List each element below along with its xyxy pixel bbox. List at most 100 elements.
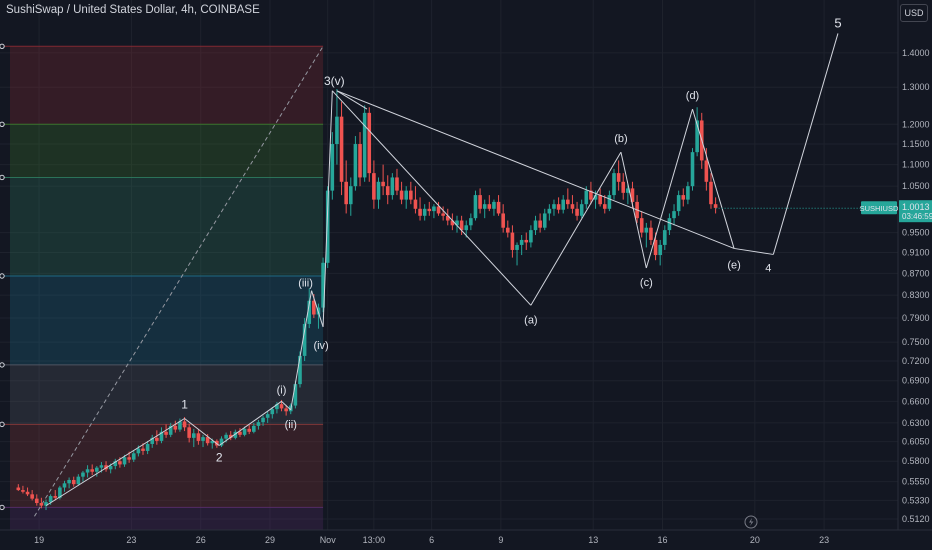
candle-body <box>275 404 279 410</box>
candle-body <box>312 300 316 315</box>
candle-body <box>85 469 90 473</box>
wave-label: (e) <box>727 259 740 271</box>
candle-body <box>404 190 409 200</box>
fib-handle[interactable] <box>0 174 5 181</box>
candle-body <box>713 204 718 208</box>
candle-body <box>566 199 570 205</box>
candle-body <box>348 186 353 205</box>
candle-body <box>409 190 413 200</box>
wave-segment[interactable] <box>772 33 839 255</box>
fib-handle[interactable] <box>0 504 5 511</box>
candle-body <box>399 190 404 200</box>
candle-body <box>663 230 667 245</box>
timezone-icon[interactable] <box>744 515 758 529</box>
fib-band[interactable] <box>10 507 324 530</box>
candle-body <box>330 144 335 191</box>
candle-body <box>607 195 612 209</box>
fib-band[interactable] <box>10 177 324 276</box>
time-tick-label: 29 <box>265 535 275 545</box>
price-axis[interactable]: 1.4000 1.3000 1.2000 1.1500 1.1000 1.0500 0.95… <box>902 48 930 524</box>
wave-segment[interactable] <box>45 418 185 507</box>
candle-body <box>547 208 552 214</box>
time-axis[interactable]: 19 23 26 29 Nov 13:00 6 9 13 16 20 23 <box>34 535 829 545</box>
candle-body <box>469 218 473 226</box>
price-tag-value: 1.0013 <box>902 202 930 212</box>
candle-body <box>482 204 487 209</box>
wave-segment[interactable] <box>290 290 313 410</box>
wave-segment[interactable] <box>281 400 292 411</box>
price-tick-label: 1.3000 <box>902 82 930 92</box>
wave-segment[interactable] <box>645 108 693 269</box>
candle-body <box>427 208 432 212</box>
candle-body <box>639 218 644 233</box>
candle-body <box>118 461 122 465</box>
candle-body <box>201 437 205 441</box>
candle-body <box>455 220 459 226</box>
candle-body <box>519 239 524 245</box>
fib-retracement[interactable] <box>0 43 324 530</box>
wave-segment[interactable] <box>218 400 282 446</box>
candle-body <box>321 262 325 308</box>
fib-handle[interactable] <box>0 273 5 279</box>
wave-segment[interactable] <box>733 247 774 255</box>
wave-segment[interactable] <box>530 151 622 306</box>
wave-label: (d) <box>686 90 699 102</box>
candle-body <box>62 483 67 488</box>
candle-body <box>293 384 298 406</box>
wave-segment[interactable] <box>322 90 333 327</box>
price-tick-label: 1.1500 <box>902 139 930 149</box>
candle-body <box>492 201 496 209</box>
triangle-line[interactable] <box>336 90 735 249</box>
wave-lines[interactable] <box>45 33 839 507</box>
symbol-tag-bg <box>861 201 897 215</box>
fib-trend-line[interactable] <box>34 46 324 517</box>
candle-body <box>561 199 566 210</box>
wave-label: 5 <box>834 15 841 30</box>
fib-band[interactable] <box>10 424 324 508</box>
fib-band[interactable] <box>10 124 324 178</box>
wave-label: (a) <box>524 314 537 326</box>
candle-body <box>704 160 709 182</box>
wave-segment[interactable] <box>692 108 735 249</box>
wave-segment[interactable] <box>620 152 647 269</box>
candle-body <box>302 323 307 356</box>
time-tick-label: 20 <box>750 535 760 545</box>
price-tick-label: 0.6600 <box>902 396 930 406</box>
candle-body <box>48 496 53 503</box>
currency-button[interactable]: USD <box>900 4 928 22</box>
candle-body <box>570 204 575 209</box>
candle-body <box>178 421 182 430</box>
candle-body <box>53 496 58 498</box>
fib-handle[interactable] <box>0 421 5 428</box>
fib-band[interactable] <box>10 364 324 425</box>
fib-handle[interactable] <box>0 43 5 49</box>
wave-segment[interactable] <box>331 90 532 306</box>
time-tick-label: 23 <box>126 535 136 545</box>
candle-body <box>584 190 589 205</box>
candle-body <box>381 181 385 187</box>
candle-body <box>690 152 695 187</box>
candle-body <box>658 244 662 256</box>
candle-body <box>418 208 422 216</box>
price-tick-label: 0.5800 <box>902 456 930 466</box>
wave-segment[interactable] <box>311 290 324 328</box>
candle-body <box>99 465 104 468</box>
wave-segment[interactable] <box>184 418 220 446</box>
candle-body <box>44 502 48 506</box>
price-tick-label: 0.7900 <box>902 313 930 323</box>
triangle-line[interactable] <box>336 90 368 110</box>
wave-label: (b) <box>614 133 627 145</box>
fib-band[interactable] <box>10 275 324 365</box>
candle-body <box>709 181 713 205</box>
candle-body <box>71 479 76 485</box>
fib-band[interactable] <box>10 46 324 125</box>
candle-body <box>81 472 85 477</box>
fib-handle[interactable] <box>0 362 5 368</box>
candle-body <box>95 467 99 472</box>
fib-handle[interactable] <box>0 121 5 128</box>
symbol-tag-text: SUSHIUSD <box>860 204 899 213</box>
candle-body <box>441 213 445 216</box>
wave-label-4: 4 <box>765 262 771 274</box>
